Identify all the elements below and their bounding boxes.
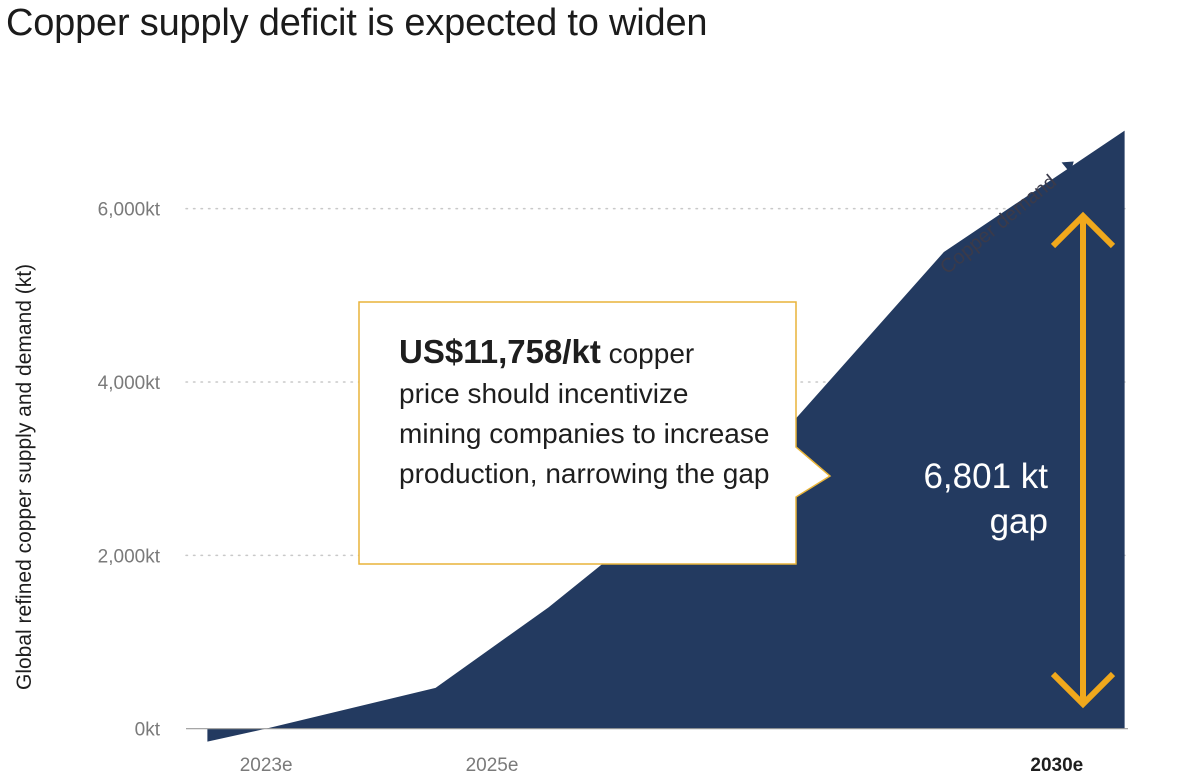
gap-arrow-top-head-icon (1050, 211, 1116, 249)
area-layer (207, 130, 1125, 742)
callout-box: US$11,758/kt copper price should incenti… (359, 302, 796, 564)
callout-price: US$11,758/kt (399, 333, 601, 370)
demand-area (207, 130, 1125, 742)
callout-border (358, 301, 832, 565)
gap-arrow-bottom-head-icon (1050, 671, 1116, 709)
y-tick-label: 2,000kt (98, 546, 161, 567)
callout-text-line1: copper (600, 338, 695, 369)
x-tick-label: 2030e (1030, 755, 1083, 775)
callout-frame (358, 301, 832, 565)
chart-title: Copper supply deficit is expected to wid… (6, 2, 708, 44)
y-axis-label: Global refined copper supply and demand … (13, 264, 36, 690)
gridlines (185, 207, 1129, 557)
y-tick-label: 4,000kt (98, 373, 161, 394)
x-tick-label: 2023e (240, 755, 293, 775)
axis-layer: 0kt 2,000kt 4,000kt 6,000kt 2023e 2025e 2030e (98, 200, 1128, 775)
y-tick-label: 0kt (135, 720, 161, 741)
x-tick-label: 2025e (466, 755, 519, 775)
gap-label-unit: gap (990, 502, 1048, 541)
y-tick-label: 6,000kt (98, 200, 161, 221)
gap-arrow (1050, 211, 1116, 709)
callout-text: price should incentivize mining companie… (399, 378, 770, 489)
gap-label-value: 6,801 kt (923, 457, 1048, 496)
demand-arrowhead-icon (1061, 161, 1074, 174)
